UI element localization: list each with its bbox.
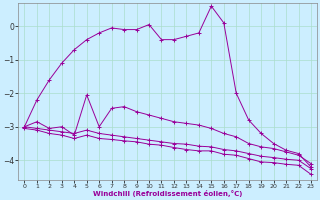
X-axis label: Windchill (Refroidissement éolien,°C): Windchill (Refroidissement éolien,°C)	[93, 190, 242, 197]
